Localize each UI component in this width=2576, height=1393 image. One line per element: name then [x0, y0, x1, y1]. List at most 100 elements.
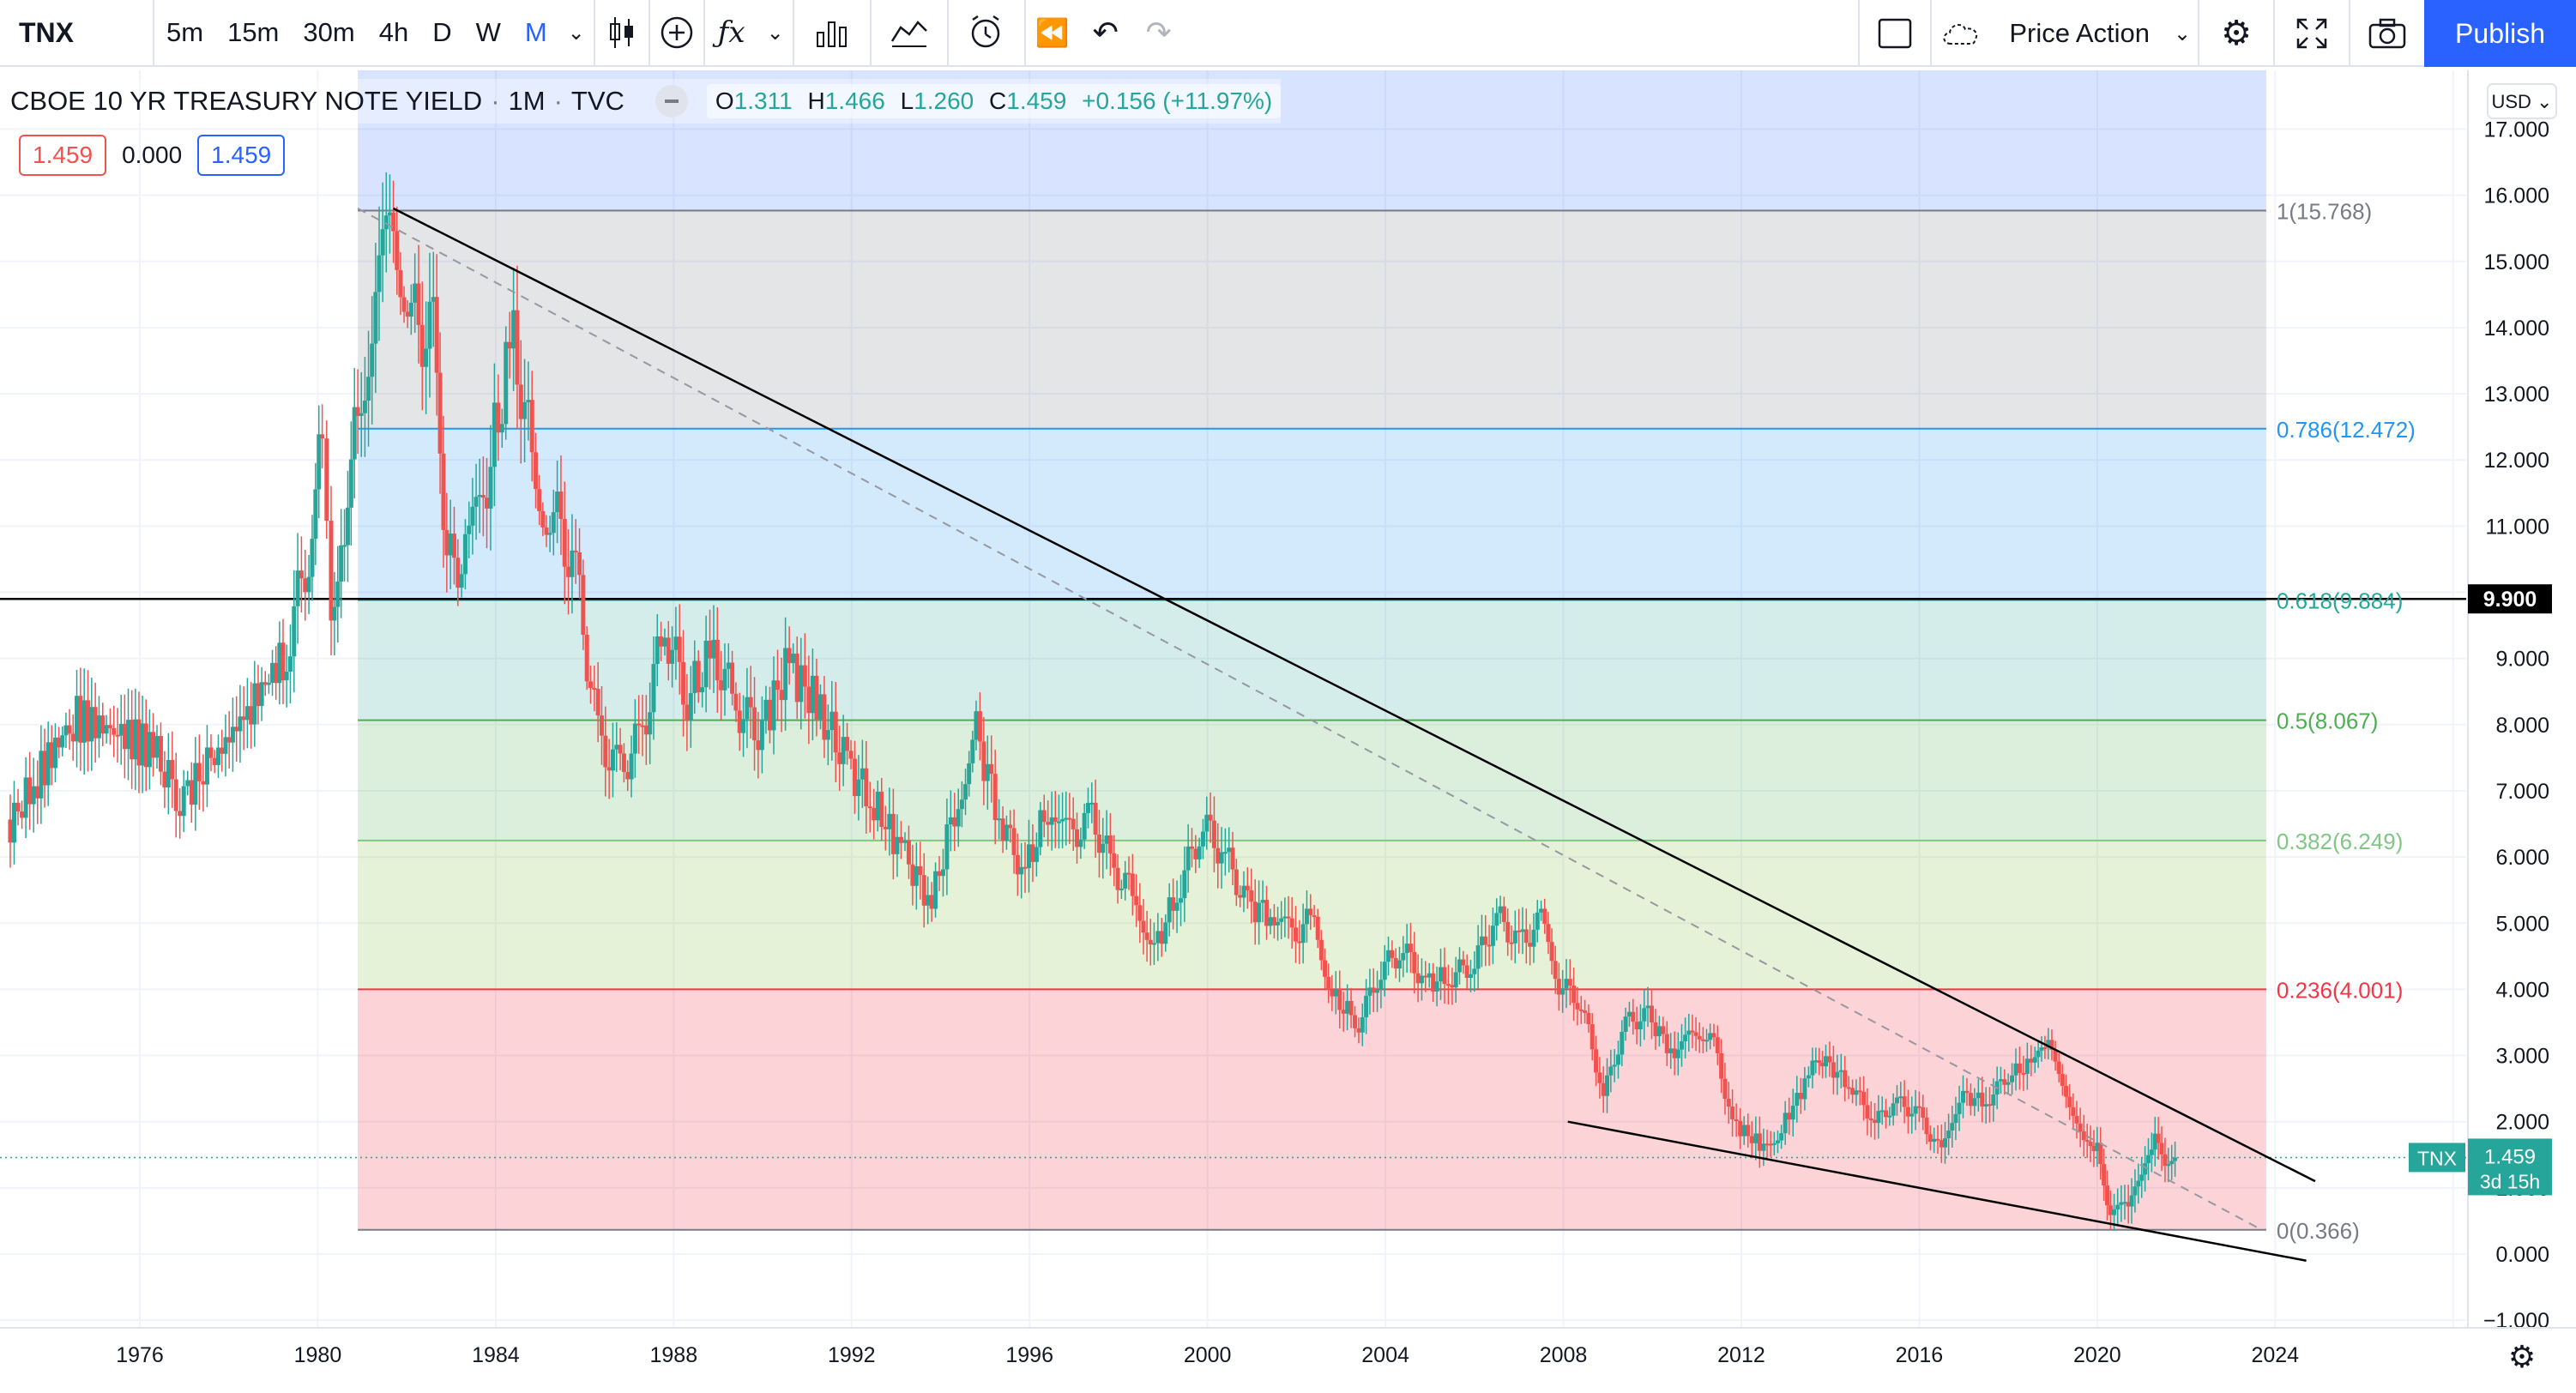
chart-svg[interactable]: 1(15.768) 0.786(12.472) 0.618(9.884) 0.5(8.…	[0, 69, 2576, 1389]
candle-body	[1498, 906, 1503, 914]
multi-chart-icon[interactable]	[872, 0, 947, 66]
candle-body	[223, 737, 228, 754]
candle-body	[944, 824, 950, 870]
interval-m[interactable]: M	[524, 17, 547, 47]
series-interval: 1M	[508, 86, 546, 116]
candle-body	[787, 648, 792, 664]
candle-body	[1891, 1103, 1896, 1116]
candle-body	[1820, 1063, 1825, 1067]
sell-value[interactable]: 1.459	[19, 135, 107, 176]
candle-body	[856, 779, 861, 797]
candle-body	[2126, 1202, 2131, 1207]
publish-button[interactable]: Publish	[2424, 0, 2576, 67]
replay-icon[interactable]: ⏪	[1035, 17, 1070, 48]
candle-body	[1991, 1094, 1996, 1106]
indicators-dropdown-icon[interactable]: ⌄	[766, 21, 784, 45]
candle-body	[1605, 1075, 1610, 1096]
settings-icon[interactable]: ⚙	[2221, 15, 2252, 52]
candle-body	[1983, 1104, 1988, 1107]
candle-body	[581, 575, 586, 635]
interval-dropdown-icon[interactable]: ⌄	[567, 21, 585, 45]
add-compare-icon[interactable]	[650, 0, 703, 66]
candle-body	[93, 707, 98, 739]
candles-icon[interactable]	[595, 0, 649, 66]
hide-series-icon[interactable]	[655, 85, 688, 118]
candle-body	[1371, 987, 1376, 993]
candle-body	[1151, 943, 1156, 945]
symbol-search[interactable]: TNX	[0, 0, 154, 66]
legend-dot: ·	[491, 86, 500, 116]
candle-body	[783, 648, 788, 701]
high-value: 1.466	[824, 87, 885, 114]
candle-body	[2042, 1047, 2048, 1050]
alert-icon[interactable]	[949, 0, 1024, 66]
candle-body	[1898, 1096, 1903, 1099]
candle-body	[511, 310, 516, 349]
layout-square-icon[interactable]	[1860, 0, 1930, 67]
layout-name-button[interactable]: Price Action	[2009, 18, 2151, 48]
templates-icon[interactable]	[794, 0, 870, 66]
undo-icon[interactable]: ↶	[1092, 15, 1119, 50]
time-tick-label: 1984	[472, 1343, 520, 1367]
axis-settings-icon[interactable]: ⚙	[2508, 1339, 2536, 1374]
candle-body	[1185, 846, 1191, 871]
candle-body	[2032, 1057, 2037, 1063]
candle-body	[926, 895, 931, 906]
candle-body	[1015, 854, 1020, 875]
candle-body	[320, 434, 325, 439]
candle-body	[1483, 936, 1488, 945]
candle-body	[1137, 905, 1143, 921]
candle-body	[606, 767, 612, 771]
time-tick-label: 2008	[1540, 1343, 1588, 1367]
candle-body	[767, 699, 772, 731]
candle-body	[1771, 1143, 1777, 1145]
candle-body	[189, 780, 194, 805]
chart-pane[interactable]: 1(15.768) 0.786(12.472) 0.618(9.884) 0.5(8.…	[0, 69, 2576, 1389]
candle-body	[1779, 1133, 1784, 1141]
redo-icon[interactable]: ↷	[1145, 15, 1172, 50]
candle-body	[1245, 885, 1250, 890]
indicators-icon[interactable]: ƒx	[717, 15, 745, 50]
candle-body	[2046, 1040, 2051, 1048]
candle-body	[284, 672, 289, 681]
candle-body	[431, 297, 436, 302]
cloud-save-icon[interactable]	[1932, 0, 1992, 67]
candle-body	[1679, 1040, 1684, 1050]
candle-body	[2108, 1205, 2113, 1215]
series-title[interactable]: CBOE 10 YR TREASURY NOTE YIELD	[10, 86, 483, 116]
candle-body	[1850, 1088, 1855, 1095]
candle-body	[196, 763, 202, 781]
candle-body	[507, 341, 512, 349]
candle-body	[1590, 1024, 1595, 1050]
interval-d[interactable]: D	[432, 17, 452, 47]
candle-body	[1972, 1098, 1977, 1107]
candle-body	[621, 753, 626, 772]
interval-30m[interactable]: 30m	[303, 17, 355, 47]
candle-body	[1838, 1070, 1843, 1072]
candle-body	[295, 570, 300, 606]
candle-body	[398, 269, 403, 298]
candle-body	[1645, 1005, 1650, 1009]
candle-body	[696, 660, 701, 693]
interval-15m[interactable]: 15m	[227, 17, 280, 47]
interval-4h[interactable]: 4h	[378, 17, 409, 47]
candle-body	[1401, 953, 1406, 961]
candle-body	[883, 827, 888, 829]
candle-body	[299, 570, 304, 579]
buy-value[interactable]: 1.459	[197, 135, 286, 176]
layout-dropdown-icon[interactable]: ⌄	[2173, 21, 2192, 45]
fib-band	[358, 989, 2266, 1230]
candle-body	[67, 725, 72, 734]
candle-body	[841, 737, 846, 764]
camera-icon[interactable]	[2350, 0, 2424, 67]
candle-body	[230, 727, 235, 743]
interval-w[interactable]: W	[475, 17, 501, 47]
candle-body	[588, 681, 594, 689]
candle-body	[825, 730, 830, 740]
candle-body	[692, 660, 697, 694]
interval-5m[interactable]: 5m	[166, 17, 204, 47]
candle-body	[104, 725, 109, 734]
candle-body	[1802, 1078, 1807, 1100]
candle-body	[1415, 973, 1421, 984]
fullscreen-icon[interactable]	[2275, 0, 2349, 67]
